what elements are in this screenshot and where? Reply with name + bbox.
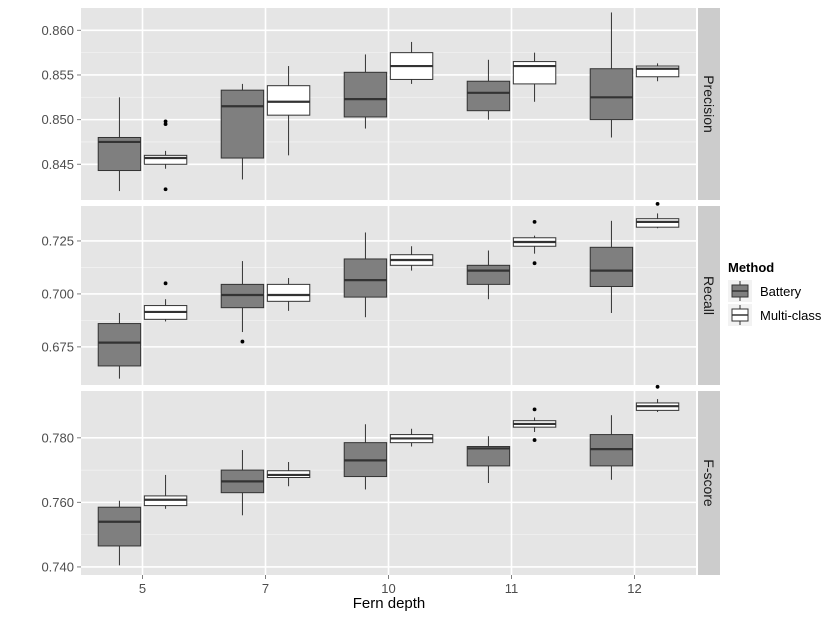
box-multi-class-5 bbox=[143, 474, 188, 509]
panel-recall: 0.675 0.700 0.725 Recall bbox=[41, 201, 720, 385]
y-tick-label: 0.855 bbox=[41, 67, 74, 82]
box-battery-11 bbox=[466, 436, 511, 483]
panels: 0.8450.8500.8550.860Precision0.6750.7000… bbox=[41, 8, 720, 575]
strip-recall bbox=[698, 206, 720, 385]
box-battery-11 bbox=[466, 250, 511, 300]
outlier-point bbox=[163, 187, 168, 192]
box-multi-class-5 bbox=[143, 281, 188, 322]
legend-key-battery bbox=[728, 280, 752, 302]
strip-f-score bbox=[698, 391, 720, 575]
box-battery-5 bbox=[97, 97, 142, 192]
box-battery-12 bbox=[589, 415, 634, 480]
box-multi-class-11 bbox=[512, 52, 557, 102]
y-tick-label: 0.860 bbox=[41, 23, 74, 38]
box-battery-10 bbox=[343, 232, 388, 318]
outlier-point bbox=[655, 201, 660, 206]
box bbox=[343, 258, 388, 298]
panel-f-score: 0.740 0.760 0.780 F-score bbox=[41, 384, 720, 575]
box-battery-10 bbox=[343, 54, 388, 129]
box bbox=[466, 264, 511, 285]
box-battery-11 bbox=[466, 59, 511, 120]
box-battery-12 bbox=[589, 12, 634, 138]
outlier-point bbox=[532, 261, 537, 266]
box bbox=[512, 61, 557, 85]
box-multi-class-10 bbox=[389, 428, 434, 447]
x-tick-label: 5 bbox=[139, 581, 146, 596]
box bbox=[635, 65, 680, 78]
box-battery-10 bbox=[343, 424, 388, 490]
legend-label-multi-class: Multi-class bbox=[760, 308, 822, 323]
outlier-point bbox=[240, 339, 245, 344]
box bbox=[97, 323, 142, 367]
strip-precision bbox=[698, 8, 720, 200]
box-multi-class-12 bbox=[635, 201, 680, 229]
box bbox=[220, 89, 265, 159]
outlier-point bbox=[163, 122, 168, 126]
box-multi-class-11 bbox=[512, 407, 557, 442]
x-tick-label: 7 bbox=[262, 581, 269, 596]
outlier-point bbox=[532, 438, 537, 442]
y-tick-label: 0.760 bbox=[41, 495, 74, 510]
box bbox=[589, 434, 634, 467]
box-multi-class-12 bbox=[635, 384, 680, 412]
box bbox=[466, 80, 511, 112]
box bbox=[266, 85, 311, 116]
y-tick-label: 0.725 bbox=[41, 233, 74, 248]
legend-title: Method bbox=[728, 260, 774, 275]
x-tick-label: 10 bbox=[381, 581, 395, 596]
strip-label: Precision bbox=[701, 75, 717, 133]
box bbox=[266, 283, 311, 302]
x-tick-label: 11 bbox=[505, 581, 519, 596]
legend: Method Battery Multi-class bbox=[728, 260, 822, 326]
y-tick-label: 0.675 bbox=[41, 339, 74, 354]
box-battery-7 bbox=[220, 450, 265, 516]
box bbox=[143, 154, 188, 165]
box bbox=[343, 71, 388, 118]
outlier-point bbox=[532, 407, 537, 412]
y-tick-label: 0.700 bbox=[41, 286, 74, 301]
outlier-point bbox=[163, 281, 168, 286]
y-tick-label: 0.780 bbox=[41, 430, 74, 445]
box-multi-class-10 bbox=[389, 41, 434, 84]
outlier-point bbox=[655, 384, 660, 389]
y-tick-label: 0.845 bbox=[41, 157, 74, 172]
legend-label-battery: Battery bbox=[760, 284, 802, 299]
panel-precision: 0.845 0.850 0.855 0.860 Precision bbox=[41, 8, 720, 200]
strip-label: Recall bbox=[701, 276, 717, 315]
box-battery-7 bbox=[220, 83, 265, 180]
box-multi-class-7 bbox=[266, 66, 311, 156]
box-battery-12 bbox=[589, 220, 634, 313]
box-battery-5 bbox=[97, 312, 142, 379]
box bbox=[589, 246, 634, 287]
x-tick-label: 12 bbox=[627, 581, 641, 596]
box bbox=[466, 446, 511, 467]
outlier-point bbox=[532, 219, 537, 224]
box-multi-class-7 bbox=[266, 462, 311, 487]
box bbox=[589, 68, 634, 121]
y-tick-label: 0.850 bbox=[41, 112, 74, 127]
x-axis: 5 7 10 11 12 bbox=[139, 575, 642, 596]
box-multi-class-10 bbox=[389, 246, 434, 271]
box-multi-class-11 bbox=[512, 219, 557, 266]
box-battery-7 bbox=[220, 261, 265, 344]
outlier-point bbox=[163, 119, 168, 124]
box bbox=[97, 506, 142, 547]
legend-key-multi-class bbox=[728, 304, 752, 326]
box-battery-5 bbox=[97, 500, 142, 566]
y-tick-label: 0.740 bbox=[41, 559, 74, 574]
box-multi-class-5 bbox=[143, 119, 188, 192]
box-multi-class-7 bbox=[266, 278, 311, 311]
box-multi-class-12 bbox=[635, 63, 680, 82]
x-axis-title: Fern depth bbox=[353, 595, 426, 612]
strip-label: F-score bbox=[701, 459, 717, 507]
